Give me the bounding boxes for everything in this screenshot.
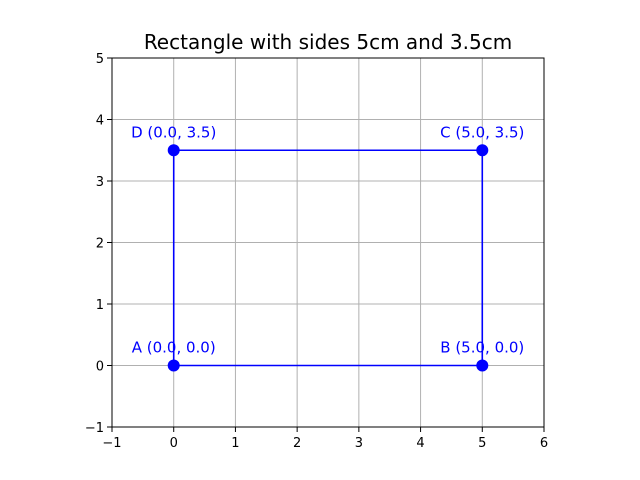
y-tick-label: 0 <box>96 360 104 375</box>
axis-ticks: −1 0 1 2 3 4 5 6 −1 0 1 2 3 4 5 <box>85 52 548 451</box>
rectangle-points: A (0.0, 0.0) B (5.0, 0.0) C (5.0, 3.5) D (0… <box>131 123 524 372</box>
x-tick-label: 0 <box>170 436 178 451</box>
point-a-label: A (0.0, 0.0) <box>132 339 216 357</box>
point-d-label: D (0.0, 3.5) <box>131 123 216 141</box>
point-a-marker <box>167 359 180 372</box>
point-d-marker <box>167 144 180 157</box>
x-tick-label: 2 <box>293 436 301 451</box>
y-tick-label: 3 <box>96 175 104 190</box>
point-c-label: C (5.0, 3.5) <box>440 123 524 141</box>
y-tick-label: 5 <box>96 52 104 67</box>
point-b-label: B (5.0, 0.0) <box>440 339 524 357</box>
point-b-marker <box>476 359 489 372</box>
y-tick-label: 2 <box>96 237 104 252</box>
x-tick-label: 6 <box>540 436 548 451</box>
plot-frame <box>111 57 545 428</box>
y-tick-label: 4 <box>96 114 104 129</box>
y-tick-label: −1 <box>85 421 104 436</box>
point-c-marker <box>476 144 489 157</box>
chart-title: Rectangle with sides 5cm and 3.5cm <box>144 30 512 54</box>
x-tick-label: −1 <box>102 436 121 451</box>
x-tick-label: 4 <box>416 436 424 451</box>
x-tick-label: 3 <box>355 436 363 451</box>
y-tick-label: 1 <box>96 298 104 313</box>
x-tick-label: 5 <box>478 436 486 451</box>
x-tick-label: 1 <box>231 436 239 451</box>
